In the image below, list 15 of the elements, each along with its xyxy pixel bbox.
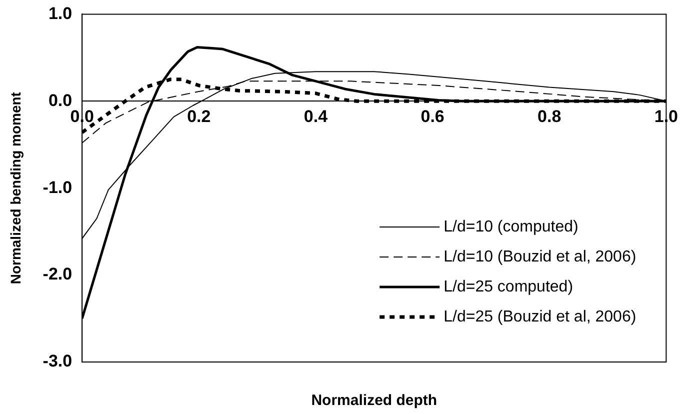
y-tick-label: -1.0 <box>42 178 72 197</box>
y-axis-title: Normalized bending moment <box>7 92 24 284</box>
x-tick-label: 0.8 <box>538 107 562 126</box>
x-tick-label: 0.4 <box>304 107 328 126</box>
y-tick-label: 0.0 <box>48 90 72 110</box>
y-tick-label: -3.0 <box>42 352 72 371</box>
legend-label: L/d=10 (Bouzid et al, 2006) <box>444 248 636 266</box>
legend-label: L/d=10 (computed) <box>444 218 578 236</box>
legend-label: L/d=25 (Bouzid et al, 2006) <box>444 308 636 326</box>
x-tick-label: 0.2 <box>187 107 211 126</box>
y-tick-label: 1.0 <box>48 4 72 23</box>
y-tick-label: -2.0 <box>42 264 72 284</box>
x-tick-label: 0.6 <box>420 107 444 126</box>
legend-label: L/d=25 computed) <box>444 278 574 296</box>
x-axis-title: Normalized depth <box>311 392 438 410</box>
